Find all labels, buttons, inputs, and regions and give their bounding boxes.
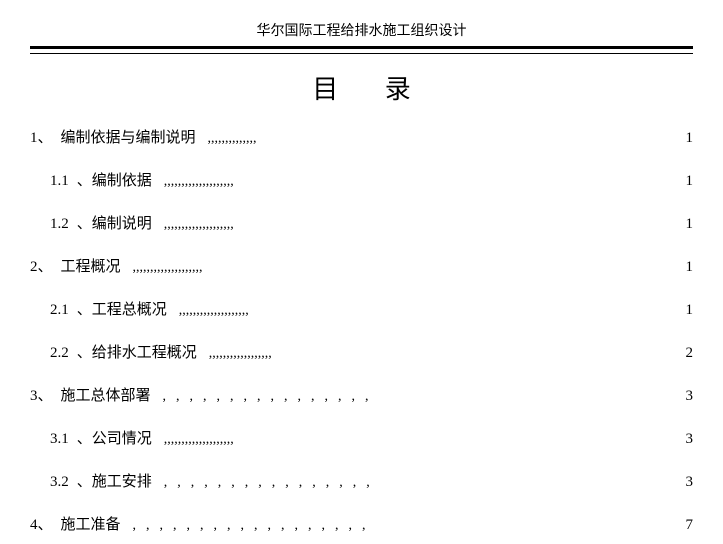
toc-entry-left: 3.2 、施工安排,,,,,,,,,,,,,,,, [50, 470, 663, 491]
toc-entry-text: 、给排水工程概况 [77, 341, 197, 362]
toc-entry-left: 1.2 、编制说明,,,,,,,,,,,,,,,,,,,, [50, 212, 663, 233]
toc-entry-number: 3.1 [50, 431, 69, 448]
toc-entry-number: 2、 [30, 255, 53, 276]
header-text: 华尔国际工程给排水施工组织设计 [257, 24, 467, 39]
document-header: 华尔国际工程给排水施工组织设计 [30, 20, 693, 49]
toc-entry-text: 、工程总概况 [77, 298, 167, 319]
toc-entry-dots: ,,,,,,,,,,,,,,,,,,,, [179, 303, 249, 319]
toc-entry: 4、 施工准备,,,,,,,,,,,,,,,,,,7 [30, 513, 693, 534]
toc-entry-dots: ,,,,,,,,,,,,,,,, [164, 475, 380, 491]
toc-entry: 3.1 、公司情况,,,,,,,,,,,,,,,,,,,, 3 [30, 427, 693, 448]
toc-entry-dots: ,,,,,,,,,,,,,,,,,, [133, 518, 376, 534]
header-divider [30, 53, 693, 54]
toc-entry: 1.2 、编制说明,,,,,,,,,,,,,,,,,,,, 1 [30, 212, 693, 233]
toc-entry-page: 3 [663, 474, 693, 491]
toc-entry-number: 3、 [30, 384, 53, 405]
toc-title: 目 录 [30, 69, 693, 106]
toc-entry-left: 2、 工程概况,,,,,,,,,,,,,,,,,,,, [30, 255, 663, 276]
toc-entry-text: 、编制依据 [77, 169, 152, 190]
toc-entry-number: 3.2 [50, 474, 69, 491]
toc-entry-text: 编制依据与编制说明 [61, 126, 196, 147]
toc-entry-left: 1、编制依据与编制说明,,,,,,,,,,,,,, [30, 126, 663, 147]
toc-entry-left: 4、 施工准备,,,,,,,,,,,,,,,,,, [30, 513, 663, 534]
toc-entry-dots: ,,,,,,,,,,,,,,,, [163, 389, 379, 405]
toc-entry-text: 工程概况 [61, 255, 121, 276]
toc-entry-page: 3 [663, 431, 693, 448]
toc-entry-text: 、公司情况 [77, 427, 152, 448]
toc-entry-page: 1 [663, 302, 693, 319]
toc-entry-left: 2.1 、工程总概况,,,,,,,,,,,,,,,,,,,, [50, 298, 663, 319]
toc-entry-number: 2.1 [50, 302, 69, 319]
toc-container: 1、编制依据与编制说明,,,,,,,,,,,,,,11.1、编制依据,,,,,,… [30, 126, 693, 534]
toc-entry-number: 1.1 [50, 173, 69, 190]
toc-entry: 3、 施工总体部署,,,,,,,,,,,,,,,,3 [30, 384, 693, 405]
toc-entry-page: 1 [663, 216, 693, 233]
toc-entry-dots: ,,,,,,,,,,,,,,,,,,,, [164, 432, 234, 448]
toc-entry: 3.2 、施工安排,,,,,,,,,,,,,,,, 3 [30, 470, 693, 491]
toc-entry-text: 施工总体部署 [61, 384, 151, 405]
toc-entry-text: 、编制说明 [77, 212, 152, 233]
toc-entry: 2.1 、工程总概况,,,,,,,,,,,,,,,,,,,, 1 [30, 298, 693, 319]
toc-entry-number: 4、 [30, 513, 53, 534]
toc-entry-dots: ,,,,,,,,,,,,,, [208, 131, 257, 147]
toc-entry-dots: ,,,,,,,,,,,,,,,,,, [209, 346, 272, 362]
toc-entry-page: 1 [663, 130, 693, 147]
toc-entry-text: 、施工安排 [77, 470, 152, 491]
toc-entry-number: 1、 [30, 126, 53, 147]
toc-entry-number: 2.2 [50, 345, 69, 362]
toc-entry-page: 1 [663, 173, 693, 190]
toc-entry-page: 1 [663, 259, 693, 276]
toc-entry-number: 1.2 [50, 216, 69, 233]
toc-entry-page: 7 [663, 517, 693, 534]
toc-entry-left: 3、 施工总体部署,,,,,,,,,,,,,,,, [30, 384, 663, 405]
toc-entry: 1、编制依据与编制说明,,,,,,,,,,,,,,1 [30, 126, 693, 147]
toc-entry-left: 1.1 、编制依据,,,,,,,,,,,,,,,,,,,, [50, 169, 663, 190]
toc-entry-dots: ,,,,,,,,,,,,,,,,,,,, [164, 174, 234, 190]
toc-entry: 2.2 、给排水工程概况,,,,,,,,,,,,,,,,,, 2 [30, 341, 693, 362]
toc-entry-left: 3.1 、公司情况,,,,,,,,,,,,,,,,,,,, [50, 427, 663, 448]
toc-entry-page: 3 [663, 388, 693, 405]
toc-entry-dots: ,,,,,,,,,,,,,,,,,,,, [133, 260, 203, 276]
toc-entry-left: 2.2 、给排水工程概况,,,,,,,,,,,,,,,,,, [50, 341, 663, 362]
toc-entry: 1.1 、编制依据,,,,,,,,,,,,,,,,,,,, 1 [30, 169, 693, 190]
toc-entry-text: 施工准备 [61, 513, 121, 534]
toc-entry: 2、 工程概况,,,,,,,,,,,,,,,,,,,,1 [30, 255, 693, 276]
toc-entry-dots: ,,,,,,,,,,,,,,,,,,,, [164, 217, 234, 233]
toc-entry-page: 2 [663, 345, 693, 362]
